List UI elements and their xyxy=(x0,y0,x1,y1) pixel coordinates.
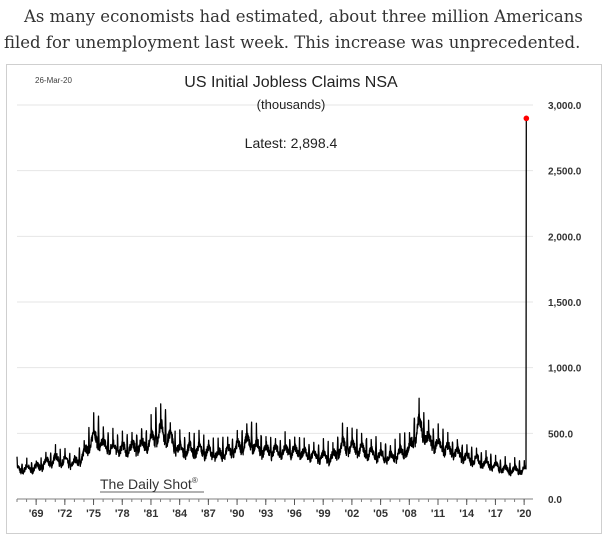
chart-subtitle: (thousands) xyxy=(257,97,326,112)
x-tick-label: '84 xyxy=(172,508,188,520)
y-tick-label: 500.0 xyxy=(548,429,573,440)
latest-point-marker xyxy=(523,115,530,122)
x-tick-label: '96 xyxy=(287,508,302,520)
x-tick-label: '72 xyxy=(57,508,72,520)
x-tick-label: '93 xyxy=(258,508,273,520)
gridlines xyxy=(17,104,533,434)
watermark-registered-mark: ® xyxy=(192,476,198,485)
jobless-claims-chart: 0.0 500.0 1,000.0 1,500.0 2,000.0 2,500.0 3,00… xyxy=(16,74,582,520)
x-tick-label: '87 xyxy=(201,508,216,520)
chart-title: US Initial Jobless Claims NSA xyxy=(184,74,398,91)
x-tick-label: '99 xyxy=(316,508,331,520)
x-tick-label: '08 xyxy=(402,508,417,520)
axes-layer: 0.0 500.0 1,000.0 1,500.0 2,000.0 2,500.0 3,00… xyxy=(16,101,582,520)
x-tick-label: '02 xyxy=(344,508,359,520)
x-tick-label: '78 xyxy=(115,508,130,520)
chart-date-label: 26-Mar-20 xyxy=(35,76,72,85)
x-tick-label: '90 xyxy=(230,508,245,520)
x-tick-label: '69 xyxy=(29,508,44,520)
x-tick-label: '05 xyxy=(373,508,388,520)
series-line xyxy=(16,118,527,477)
y-tick-label: 3,000.0 xyxy=(548,101,582,112)
chart-frame: 0.0 500.0 1,000.0 1,500.0 2,000.0 2,500.0 3,00… xyxy=(6,64,602,534)
watermark-text: The Daily Shot xyxy=(100,476,192,492)
x-tick-label: '81 xyxy=(144,508,159,520)
y-tick-label: 1,000.0 xyxy=(548,364,582,375)
y-tick-label: 1,500.0 xyxy=(548,298,582,309)
y-tick-label: 2,000.0 xyxy=(548,232,582,243)
x-tick-label: '20 xyxy=(517,508,532,520)
y-tick-label: 2,500.0 xyxy=(548,167,582,178)
x-tick-label: '75 xyxy=(86,508,101,520)
y-tick-label: 0.0 xyxy=(548,495,562,506)
x-tick-label: '11 xyxy=(431,508,445,520)
latest-annotation: Latest: 2,898.4 xyxy=(245,135,338,151)
x-tick-label: '17 xyxy=(488,508,503,520)
x-tick-label: '14 xyxy=(459,508,475,520)
caption-text: As many economists had estimated, about … xyxy=(4,7,583,52)
watermark: The Daily Shot® xyxy=(100,476,198,492)
series-layer xyxy=(16,115,530,477)
